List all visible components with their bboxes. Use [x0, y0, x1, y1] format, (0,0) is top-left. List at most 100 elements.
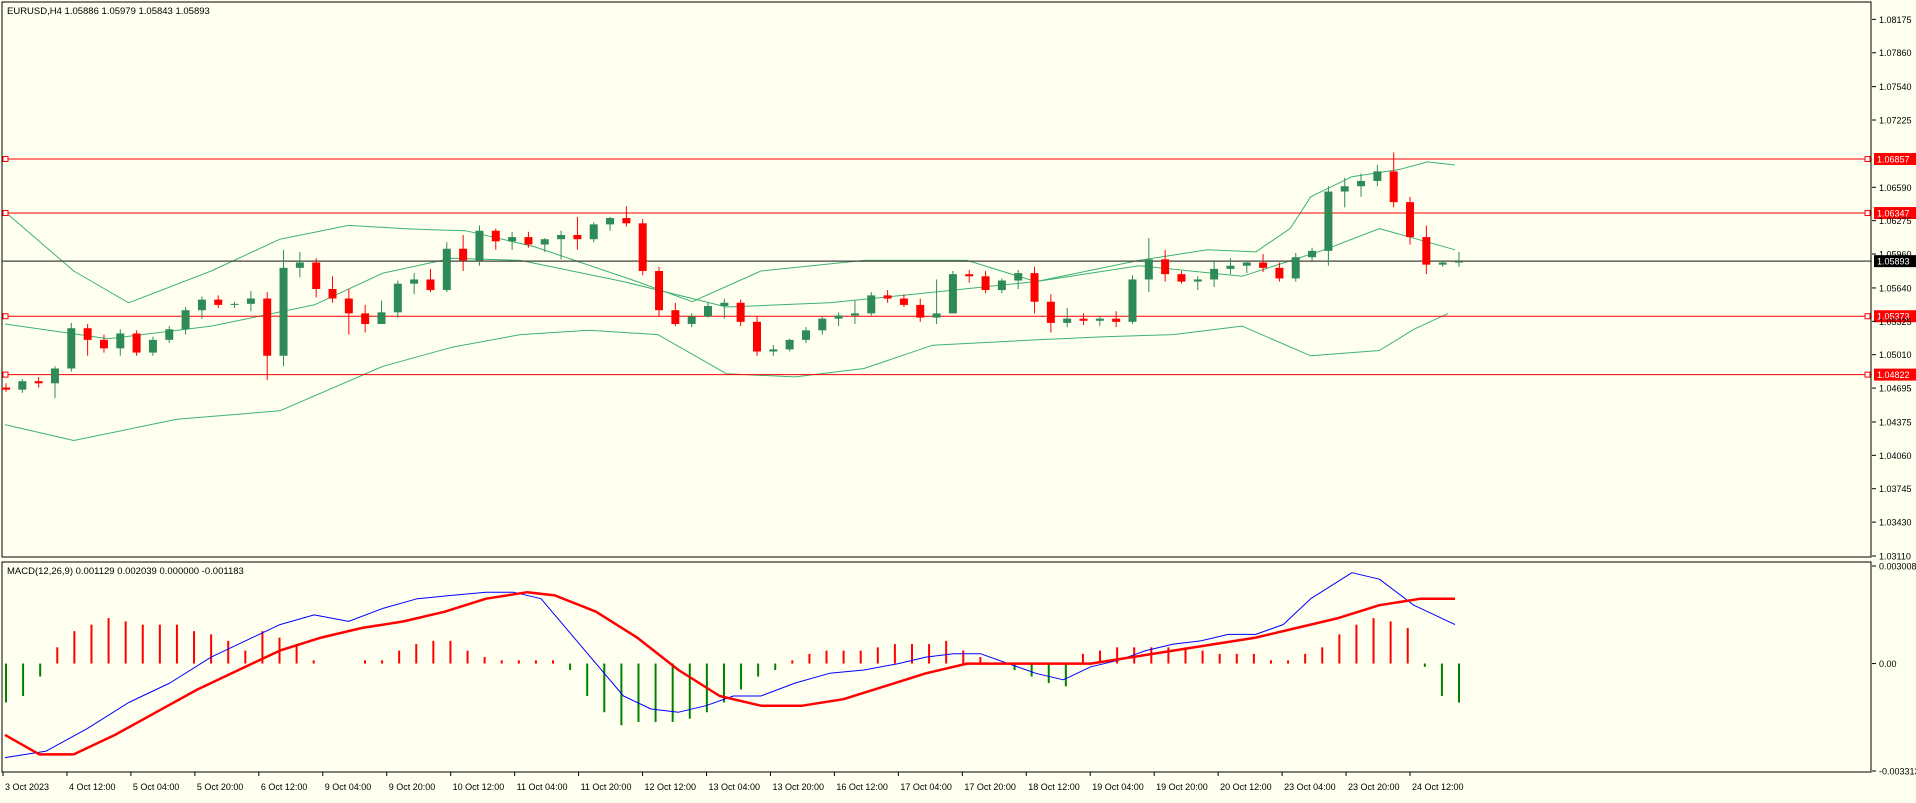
candle — [997, 278, 1006, 294]
time-tick-label: 18 Oct 12:00 — [1028, 782, 1080, 792]
candle — [801, 327, 810, 344]
level-price-tag-3 — [1874, 368, 1916, 381]
price-tick-label: 1.07860 — [1879, 48, 1912, 58]
main-panel-frame — [1, 1, 1872, 558]
candle — [393, 280, 402, 318]
candle — [491, 228, 500, 250]
candle — [687, 313, 696, 328]
candle — [883, 290, 892, 303]
candle — [948, 270, 957, 314]
price-tick-label: 1.04695 — [1879, 384, 1912, 394]
level-price-label-3: 1.04822 — [1877, 370, 1910, 380]
macd-panel-frame — [1, 561, 1872, 773]
candle — [2, 383, 10, 392]
price-tick-label: 1.05640 — [1879, 283, 1912, 293]
candle — [1389, 152, 1398, 208]
symbol-header: EURUSD,H4 1.05886 1.05979 1.05843 1.0589… — [7, 6, 210, 17]
level-handle-left-3[interactable] — [2, 371, 9, 378]
candle — [818, 316, 827, 335]
candle — [34, 376, 43, 388]
candle — [1063, 308, 1072, 328]
price-tick-label: 1.06590 — [1879, 183, 1912, 193]
candle — [1242, 260, 1251, 274]
candle — [1422, 225, 1431, 275]
candle — [736, 299, 745, 327]
candle — [932, 279, 941, 324]
candle — [1144, 238, 1153, 293]
candle — [1275, 262, 1284, 282]
macd-line — [4, 572, 1456, 759]
level-handle-right-0[interactable] — [1864, 156, 1871, 163]
current-price-label: 1.05893 — [1877, 257, 1910, 267]
candle — [524, 231, 533, 248]
macd-tick-label: -0.003313 — [1879, 767, 1916, 777]
level-price-tag-1 — [1874, 207, 1916, 220]
time-tick-label: 3 Oct 2023 — [5, 782, 49, 792]
time-axis: 3 Oct 2023 4 Oct 12:00 5 Oct 04:00 5 Oct 20… — [2, 772, 1464, 792]
candle — [1291, 252, 1300, 282]
level-handle-left-0[interactable] — [2, 156, 9, 163]
candle — [1324, 186, 1333, 266]
candle — [1438, 260, 1447, 267]
time-tick-label: 16 Oct 12:00 — [836, 782, 888, 792]
time-tick-label: 4 Oct 12:00 — [69, 782, 116, 792]
candle — [1128, 275, 1137, 324]
candle — [540, 238, 549, 252]
candle — [263, 292, 272, 381]
time-tick-label: 19 Oct 04:00 — [1092, 782, 1144, 792]
candle — [230, 301, 239, 309]
candle — [1226, 258, 1235, 275]
level-handle-right-1[interactable] — [1864, 210, 1871, 217]
candle — [850, 300, 859, 324]
macd-indicator — [4, 572, 1460, 759]
candle — [1161, 249, 1170, 282]
candle — [426, 268, 435, 293]
candle — [328, 276, 337, 303]
candle — [1079, 313, 1088, 326]
candle — [606, 216, 615, 231]
candle — [50, 366, 59, 399]
time-tick-label: 13 Oct 04:00 — [709, 782, 761, 792]
candle — [981, 270, 990, 294]
level-handle-right-2[interactable] — [1864, 313, 1871, 320]
candle — [459, 234, 468, 271]
candle — [1046, 294, 1055, 333]
candle — [1357, 173, 1366, 197]
price-tick-label: 1.04060 — [1879, 451, 1912, 461]
price-tick-label: 1.05325 — [1879, 317, 1912, 327]
candle — [965, 269, 974, 283]
time-tick-label: 11 Oct 20:00 — [581, 782, 632, 792]
current-price-tag — [1874, 255, 1916, 268]
bollinger-lower-line — [4, 312, 1449, 441]
candle — [638, 219, 647, 276]
candle — [1112, 311, 1121, 328]
candle — [18, 379, 27, 393]
candle — [1210, 261, 1219, 287]
candle — [899, 294, 908, 308]
candle — [312, 258, 321, 298]
macd-signal-line — [4, 590, 1455, 756]
macd-tick-label: 0.00 — [1879, 659, 1897, 669]
time-tick-label: 9 Oct 04:00 — [325, 782, 372, 792]
candle — [1406, 196, 1415, 245]
candle — [165, 326, 174, 344]
candle — [655, 266, 664, 317]
macd-tick-label: 0.003008 — [1879, 562, 1916, 572]
level-handle-left-2[interactable] — [2, 313, 9, 320]
candle — [589, 222, 598, 243]
level-handle-right-3[interactable] — [1864, 371, 1871, 378]
level-handle-left-1[interactable] — [2, 210, 9, 217]
candle — [1177, 270, 1186, 284]
price-tick-label: 1.07540 — [1879, 82, 1912, 92]
time-tick-label: 12 Oct 12:00 — [645, 782, 697, 792]
candle — [1308, 247, 1317, 261]
price-tick-label: 1.06275 — [1879, 216, 1912, 226]
candle — [1455, 251, 1463, 267]
candles — [2, 152, 1463, 399]
price-tick-label: 1.05010 — [1879, 350, 1912, 360]
price-tick-label: 1.04375 — [1879, 417, 1912, 427]
candle — [116, 329, 125, 356]
candle — [197, 296, 206, 319]
